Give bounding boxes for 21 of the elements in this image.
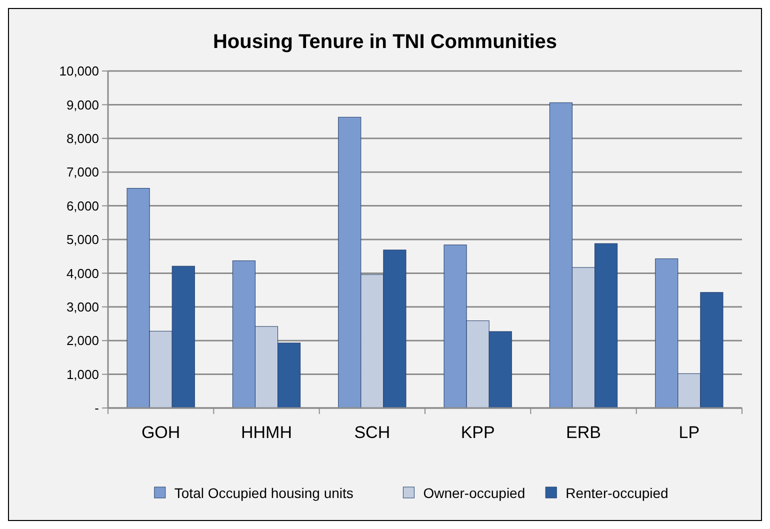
x-tick-label: GOH bbox=[141, 423, 180, 442]
x-tick-label: ERB bbox=[566, 423, 601, 442]
x-tick-label: KPP bbox=[460, 423, 495, 442]
chart-title: Housing Tenure in TNI Communities bbox=[212, 31, 558, 53]
y-tick-label: 6,000 bbox=[66, 198, 99, 214]
legend-label: Owner-occupied bbox=[423, 484, 526, 501]
y-tick-label: 4,000 bbox=[66, 266, 99, 281]
y-tick-label: 5,000 bbox=[66, 232, 99, 248]
y-tick-label: 7,000 bbox=[66, 164, 99, 180]
x-tick-label: HHMH bbox=[241, 423, 292, 442]
x-tick-label: LP bbox=[678, 423, 700, 442]
x-tick-label: SCH bbox=[354, 423, 390, 442]
legend-label: Total Occupied housing units bbox=[174, 484, 354, 501]
y-tick-label: - bbox=[94, 400, 99, 416]
y-tick-label: 8,000 bbox=[66, 130, 99, 146]
y-tick-label: 3,000 bbox=[66, 299, 99, 314]
legend-label: Renter-occupied bbox=[566, 484, 668, 501]
y-tick-label: 9,000 bbox=[66, 97, 99, 112]
y-tick-label: 2,000 bbox=[66, 333, 99, 348]
y-tick-label: 10,000 bbox=[59, 64, 99, 79]
y-tick-label: 1,000 bbox=[66, 366, 99, 382]
